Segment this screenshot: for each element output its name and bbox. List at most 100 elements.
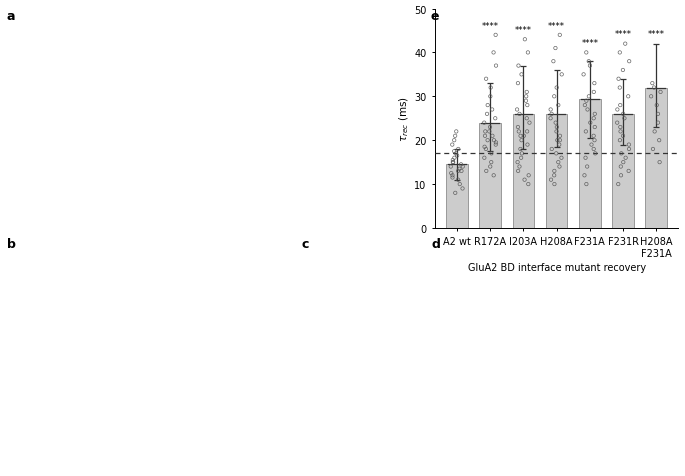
Text: ****: **** <box>548 21 565 30</box>
Point <box>653 119 664 127</box>
Point <box>488 50 499 57</box>
Point <box>551 124 562 131</box>
Text: e: e <box>430 10 438 22</box>
Point <box>523 50 534 57</box>
Point <box>519 177 530 184</box>
Text: ****: **** <box>582 39 598 48</box>
Text: d: d <box>432 238 440 251</box>
Bar <box>479 123 501 228</box>
Point <box>482 102 493 109</box>
Point <box>545 177 556 184</box>
Point <box>654 159 665 167</box>
Point <box>590 150 601 158</box>
Point <box>480 146 491 153</box>
Point <box>490 115 501 123</box>
Point <box>550 119 561 127</box>
Point <box>617 67 628 75</box>
Point <box>449 148 460 156</box>
Point <box>512 80 523 88</box>
Point <box>545 107 556 114</box>
Bar <box>446 165 468 228</box>
Text: a: a <box>7 10 15 22</box>
Point <box>616 172 627 180</box>
Point <box>646 93 657 101</box>
Point <box>623 141 634 149</box>
Point <box>615 163 626 171</box>
Point <box>451 152 462 160</box>
Point <box>524 119 535 127</box>
Point <box>488 137 499 145</box>
Point <box>584 63 595 70</box>
X-axis label: GluA2 BD interface mutant recovery: GluA2 BD interface mutant recovery <box>467 262 646 272</box>
Point <box>479 144 490 151</box>
Point <box>578 71 589 79</box>
Point <box>546 146 557 153</box>
Point <box>490 63 501 70</box>
Point <box>449 137 460 145</box>
Point <box>512 159 523 167</box>
Point <box>522 141 533 149</box>
Point <box>514 111 525 119</box>
Point <box>549 168 560 175</box>
Point <box>582 163 593 171</box>
Point <box>618 111 629 119</box>
Point <box>615 129 626 136</box>
Point <box>451 129 462 136</box>
Point <box>482 137 493 145</box>
Point <box>522 102 533 109</box>
Point <box>521 98 532 105</box>
Point <box>445 163 456 171</box>
Bar <box>579 99 601 228</box>
Point <box>612 107 623 114</box>
Point <box>479 133 490 140</box>
Point <box>481 76 492 83</box>
Point <box>458 163 469 171</box>
Point <box>523 181 534 188</box>
Point <box>580 129 591 136</box>
Point <box>552 137 563 145</box>
Point <box>589 111 600 119</box>
Point <box>624 58 635 66</box>
Point <box>512 107 523 114</box>
Point <box>448 159 459 167</box>
Point <box>516 137 527 145</box>
Bar <box>645 89 667 228</box>
Point <box>582 107 593 114</box>
Point <box>486 159 497 167</box>
Point <box>619 115 630 123</box>
Point <box>513 63 524 70</box>
Point <box>614 102 625 109</box>
Point <box>515 146 526 153</box>
Bar <box>546 115 567 228</box>
Point <box>556 155 567 162</box>
Point <box>549 172 560 180</box>
Point <box>490 139 501 147</box>
Point <box>484 129 495 136</box>
Point <box>521 115 532 123</box>
Point <box>589 80 600 88</box>
Point <box>614 50 625 57</box>
Point <box>584 58 595 66</box>
Text: b: b <box>7 238 16 251</box>
Point <box>649 85 660 92</box>
Point <box>554 163 565 171</box>
Point <box>490 32 501 40</box>
Point <box>620 41 631 49</box>
Point <box>486 150 497 158</box>
Point <box>447 172 458 180</box>
Point <box>556 71 567 79</box>
Point <box>618 133 629 140</box>
Point <box>451 150 462 158</box>
Point <box>490 141 501 149</box>
Point <box>514 163 525 171</box>
Point <box>614 85 625 92</box>
Point <box>456 161 466 169</box>
Text: ****: **** <box>614 30 632 40</box>
Point <box>522 129 533 136</box>
Point <box>616 150 627 158</box>
Point <box>588 146 599 153</box>
Point <box>453 177 464 184</box>
Point <box>546 111 557 119</box>
Text: c: c <box>301 238 309 251</box>
Point <box>545 115 556 123</box>
